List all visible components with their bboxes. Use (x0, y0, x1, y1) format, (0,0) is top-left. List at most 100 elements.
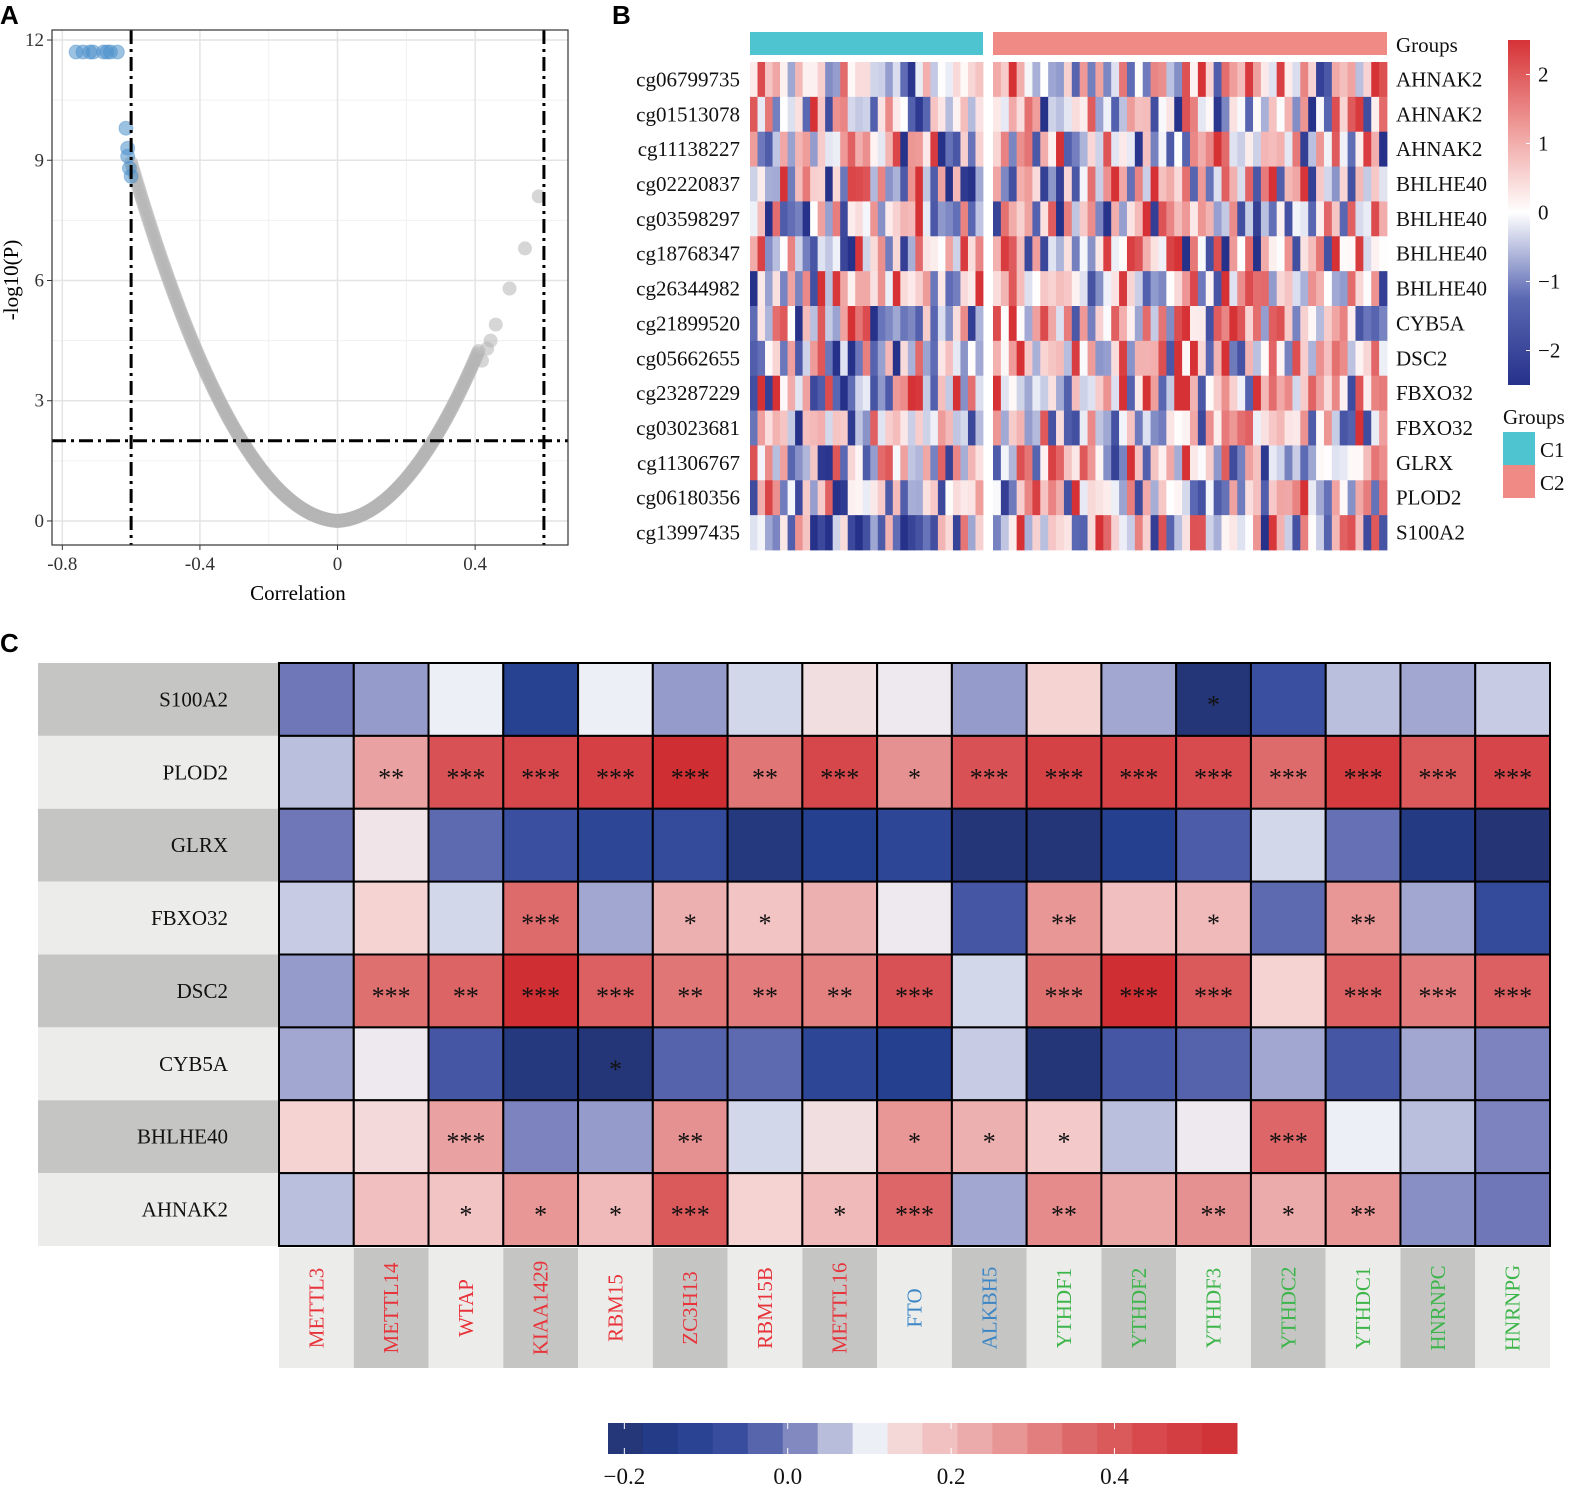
heatmap-cell (877, 271, 886, 307)
heatmap-cell (1300, 201, 1309, 237)
heatmap-cell (1063, 271, 1073, 307)
heatmap-cell (915, 515, 924, 551)
heatmap-cell (1119, 445, 1128, 481)
heatmap-cell (1323, 166, 1333, 202)
heatmap-cell (1308, 131, 1317, 167)
significance-stars: ** (752, 763, 778, 792)
heatmap-cell (885, 480, 894, 516)
heatmap-cell (1347, 515, 1356, 551)
heatmap-cell (1316, 131, 1325, 167)
heatmap-cell (757, 271, 766, 307)
heatmap-cell (1100, 1026, 1178, 1102)
heatmap-cell (1024, 166, 1033, 202)
heatmap-cell (1363, 375, 1372, 411)
heatmap-cell (1142, 236, 1151, 272)
heatmap-cell (1040, 480, 1049, 516)
heatmap-cell (1024, 271, 1033, 307)
heatmap-cell (945, 410, 954, 446)
legend-color-bin (1027, 1423, 1063, 1454)
heatmap-cell (855, 96, 864, 133)
heatmap-cell (937, 201, 946, 237)
group-bar-c2 (993, 32, 1387, 55)
heatmap-cell (1249, 807, 1327, 883)
heatmap-cell (892, 201, 901, 237)
heatmap-cell (1087, 62, 1096, 98)
heatmap-cell (1000, 306, 1010, 342)
heatmap-cell (840, 306, 849, 342)
heatmap-cell (1292, 131, 1301, 167)
heatmap-cell (900, 96, 909, 133)
heatmap-cell (862, 480, 871, 516)
column-label: YTHDF3 (1202, 1268, 1226, 1349)
gene-label: AHNAK2 (1396, 102, 1482, 126)
heatmap-cell (1347, 480, 1356, 516)
heatmap-cell (1071, 445, 1081, 481)
heatmap-cell (1324, 1172, 1402, 1247)
heatmap-cell (1150, 515, 1159, 551)
heatmap-cell (1103, 445, 1112, 481)
heatmap-cell (1213, 340, 1222, 377)
heatmap-cell (726, 1172, 804, 1247)
heatmap-cell (1316, 271, 1325, 307)
heatmap-cell (1032, 96, 1041, 133)
group-bar-c1 (750, 32, 983, 55)
heatmap-cell (952, 96, 961, 133)
heatmap-cell (1276, 96, 1285, 133)
heatmap-cell (1016, 131, 1025, 167)
heatmap-cell (975, 340, 984, 377)
heatmap-cell (1323, 480, 1333, 516)
x-tick-label: 0 (333, 554, 343, 575)
heatmap-cell (1008, 166, 1018, 202)
heatmap-cell (1197, 306, 1207, 342)
heatmap-cell (993, 166, 1002, 202)
heatmap-cell (787, 445, 796, 481)
heatmap-cell (1040, 96, 1049, 133)
heatmap-cell (1213, 166, 1222, 202)
heatmap-cell (1379, 166, 1388, 202)
heatmap-cell (1142, 201, 1151, 237)
heatmap-cell (855, 201, 864, 237)
heatmap-cell (817, 410, 826, 446)
heatmap-cell (1056, 480, 1065, 516)
row-label-background (38, 881, 279, 955)
heatmap-cell (1174, 445, 1183, 481)
heatmap-cell (950, 880, 1028, 956)
heatmap-cell (1008, 306, 1018, 342)
heatmap-cell (1166, 96, 1175, 133)
heatmap-cell (750, 201, 758, 237)
heatmap-cell (1024, 236, 1033, 272)
heatmap-cell (885, 236, 894, 272)
heatmap-cell (1079, 236, 1088, 272)
row-label: BHLHE40 (137, 1125, 228, 1149)
heatmap-cell (1032, 306, 1041, 342)
heatmap-cell (832, 131, 841, 167)
gene-label: AHNAK2 (1396, 137, 1482, 161)
heatmap-cell (1063, 445, 1073, 481)
heatmap-cell (1324, 807, 1402, 883)
heatmap-cell (1229, 96, 1238, 133)
legend-color-bin (712, 1423, 749, 1454)
heatmap-cell (1331, 96, 1341, 133)
heatmap-cell (1323, 375, 1333, 411)
heatmap-cell (832, 480, 841, 516)
heatmap-cell (1087, 201, 1096, 237)
heatmap-cell (1111, 271, 1120, 307)
heatmap-cell (780, 236, 788, 272)
heatmap-cell (1000, 515, 1010, 551)
heatmap-cell (795, 445, 804, 481)
heatmap-cell (1166, 62, 1175, 98)
heatmap-cell (765, 340, 773, 377)
heatmap-cell (1100, 1099, 1178, 1175)
heatmap-cell (1260, 62, 1270, 98)
heatmap-cell (801, 1172, 879, 1247)
heatmap-cell (1119, 201, 1128, 237)
heatmap-cell (1363, 271, 1372, 307)
heatmap-cell (1158, 236, 1167, 272)
heatmap-cell (1355, 271, 1364, 307)
heatmap-cell (862, 201, 871, 237)
heatmap-cell (651, 1099, 729, 1175)
heatmap-cell (877, 201, 886, 237)
heatmap-cell (1182, 515, 1191, 551)
heatmap-cell (1150, 306, 1159, 342)
heatmap-cell (915, 62, 924, 98)
